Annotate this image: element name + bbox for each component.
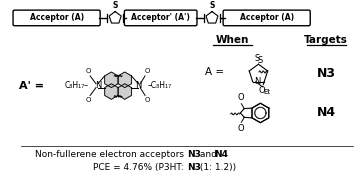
- Text: O: O: [237, 124, 244, 133]
- Text: S: S: [257, 56, 263, 65]
- Text: N3: N3: [187, 150, 201, 159]
- Text: and: and: [197, 150, 220, 159]
- Text: N4: N4: [214, 150, 228, 159]
- Text: PCE = 4.76% (P3HT:: PCE = 4.76% (P3HT:: [93, 163, 187, 172]
- Text: O: O: [86, 68, 91, 74]
- Polygon shape: [105, 84, 118, 99]
- Text: O: O: [237, 93, 244, 102]
- Polygon shape: [118, 72, 131, 88]
- Polygon shape: [118, 84, 131, 99]
- Text: A =: A =: [205, 67, 224, 77]
- Text: O: O: [144, 68, 150, 74]
- Text: N3: N3: [187, 163, 201, 172]
- Text: Acceptor (A): Acceptor (A): [240, 13, 294, 22]
- FancyBboxPatch shape: [125, 10, 197, 26]
- Text: N4: N4: [317, 106, 336, 119]
- Text: (1: 1.2)): (1: 1.2)): [197, 163, 237, 172]
- Text: O: O: [259, 86, 265, 95]
- Text: S: S: [209, 1, 215, 10]
- Polygon shape: [105, 72, 118, 88]
- Text: N: N: [254, 77, 260, 86]
- Text: S: S: [255, 54, 260, 63]
- Text: Acceptor' (A'): Acceptor' (A'): [131, 13, 190, 22]
- FancyBboxPatch shape: [13, 10, 100, 26]
- FancyBboxPatch shape: [223, 10, 310, 26]
- Text: S: S: [113, 1, 118, 10]
- Text: When: When: [216, 35, 249, 45]
- Text: C₈H₁₇–: C₈H₁₇–: [64, 81, 88, 90]
- Text: –C₈H₁₇: –C₈H₁₇: [148, 81, 172, 90]
- Text: O: O: [86, 97, 91, 103]
- Text: Acceptor (A): Acceptor (A): [29, 13, 84, 22]
- Text: N: N: [95, 81, 101, 90]
- Text: O: O: [144, 97, 150, 103]
- Text: Non-fullerene electron acceptors: Non-fullerene electron acceptors: [35, 150, 187, 159]
- Text: Targets: Targets: [304, 35, 348, 45]
- Text: N: N: [135, 81, 142, 90]
- Text: N3: N3: [317, 67, 336, 81]
- Text: Et: Et: [264, 89, 270, 95]
- Text: A' =: A' =: [19, 81, 44, 91]
